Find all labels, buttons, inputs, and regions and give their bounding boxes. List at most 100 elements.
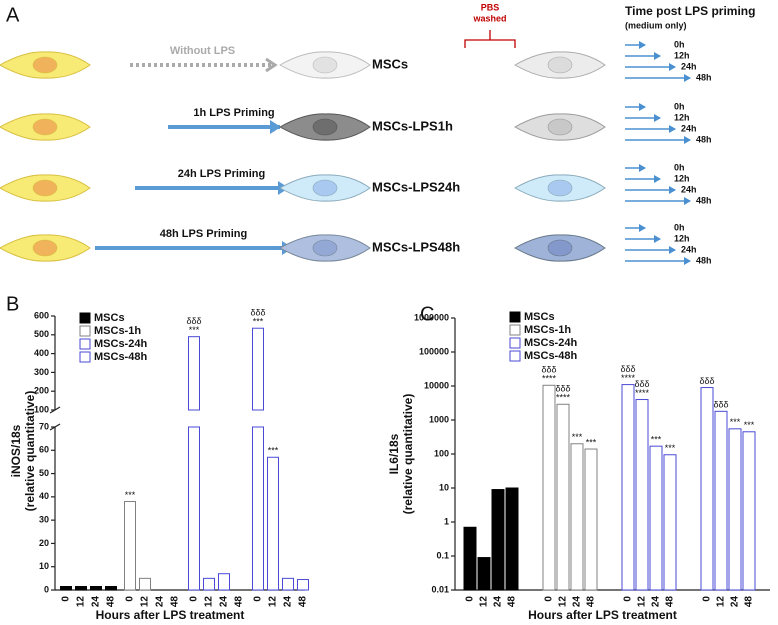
x-tick-label: 0: [623, 596, 634, 602]
nucleus: [32, 179, 58, 197]
y-tick-label: 100000: [419, 346, 449, 356]
nucleus: [312, 239, 338, 257]
bar: [203, 577, 215, 591]
bar: [635, 399, 649, 591]
bar: [621, 384, 635, 591]
annotation: δδδ: [555, 384, 570, 394]
x-tick-label: 0: [544, 596, 555, 602]
pbs-label: washed: [472, 13, 506, 23]
bar: [282, 577, 294, 591]
nucleus: [547, 56, 573, 74]
annotation: ***: [651, 435, 662, 445]
legend-label: MSCs-1h: [524, 324, 571, 336]
x-tick-label: 12: [268, 596, 279, 608]
annotation: δδδ: [250, 308, 265, 318]
time-label: 24h: [681, 123, 697, 133]
bar: [542, 384, 556, 591]
legend-swatch: [79, 325, 91, 337]
bar: [139, 577, 151, 591]
annotation: ****: [635, 388, 650, 398]
x-tick-label: 0: [465, 596, 476, 602]
legend-label: MSCs: [94, 312, 125, 324]
x-tick-label: 24: [283, 596, 294, 608]
bar: [491, 489, 505, 591]
time-label: 24h: [681, 61, 697, 71]
legend-swatch: [79, 351, 91, 363]
pbs-label: PBS: [481, 2, 500, 12]
annotation: δδδ: [699, 376, 714, 386]
time-label: 12h: [674, 112, 690, 122]
x-axis-label: Hours after LPS treatment: [96, 608, 245, 622]
x-tick-label: 0: [61, 596, 72, 602]
y-tick-label: 50: [39, 468, 49, 478]
legend-swatch: [509, 350, 521, 362]
time-label: 24h: [681, 244, 697, 254]
y-tick-label: 10000: [424, 380, 449, 390]
time-label: 48h: [696, 255, 712, 265]
legend-swatch: [509, 337, 521, 349]
arrow-label: 1h LPS Priming: [193, 107, 274, 119]
annotation: ***: [572, 432, 583, 442]
legend-label: MSCs: [524, 311, 555, 323]
bar: [505, 487, 519, 591]
bar: [252, 426, 264, 591]
x-tick-label: 0: [702, 596, 713, 602]
y-tick-label: 1: [444, 516, 449, 526]
nucleus: [32, 56, 58, 74]
x-tick-label: 48: [665, 596, 676, 608]
annotation: ****: [542, 374, 557, 384]
bar: [649, 445, 663, 591]
annotation: ***: [665, 443, 676, 453]
y-axis-label: iNOS/18s: [9, 424, 23, 477]
x-tick-label: 12: [76, 596, 87, 608]
nucleus: [312, 56, 338, 74]
bar: [188, 336, 200, 411]
nucleus: [312, 118, 338, 136]
bar: [714, 410, 728, 591]
x-tick-label: 24: [219, 596, 230, 608]
y-tick-label: 0.01: [431, 584, 449, 594]
annotation: δδδ: [713, 400, 728, 410]
panel-label: B: [6, 293, 19, 315]
bar: [556, 403, 570, 591]
time-label: 48h: [696, 195, 712, 205]
y-tick-label: 10: [39, 561, 49, 571]
legend-swatch: [509, 311, 521, 323]
legend-label: MSCs-48h: [94, 351, 147, 363]
legend-swatch: [79, 338, 91, 350]
x-tick-label: 12: [558, 596, 569, 608]
y-tick-label: 20: [39, 538, 49, 548]
y-tick-label: 500: [34, 329, 49, 339]
y-tick-label: 0.1: [436, 550, 449, 560]
legend-label: MSCs-24h: [94, 338, 147, 350]
bar: [218, 573, 230, 591]
y-tick-label: 300: [34, 367, 49, 377]
legend-label: MSCs-48h: [524, 350, 577, 362]
legend-swatch: [79, 312, 91, 324]
x-tick-label: 48: [298, 596, 309, 608]
y-tick-label: 10: [439, 482, 449, 492]
nucleus: [312, 179, 338, 197]
y-tick-label: 100: [434, 448, 449, 458]
annotation: δδδ: [634, 379, 649, 389]
bar: [105, 586, 117, 591]
legend-label: MSCs-24h: [524, 337, 577, 349]
x-tick-label: 24: [155, 596, 166, 608]
time-label: 12h: [674, 50, 690, 60]
y-axis-label: (relative quantitative): [401, 394, 415, 515]
annotation: ***: [268, 446, 279, 456]
y-tick-label: 200: [34, 386, 49, 396]
time-label: 12h: [674, 233, 690, 243]
x-tick-label: 12: [716, 596, 727, 608]
time-label: 48h: [696, 134, 712, 144]
x-tick-label: 24: [493, 596, 504, 608]
annotation: ***: [586, 437, 597, 447]
x-tick-label: 0: [125, 596, 136, 602]
y-tick-label: 100: [34, 404, 49, 414]
y-tick-label: 600: [34, 310, 49, 320]
bar: [267, 456, 279, 591]
x-tick-label: 24: [91, 596, 102, 608]
legend-swatch: [509, 324, 521, 336]
annotation: ***: [189, 325, 200, 335]
time-label: 0h: [674, 162, 685, 172]
